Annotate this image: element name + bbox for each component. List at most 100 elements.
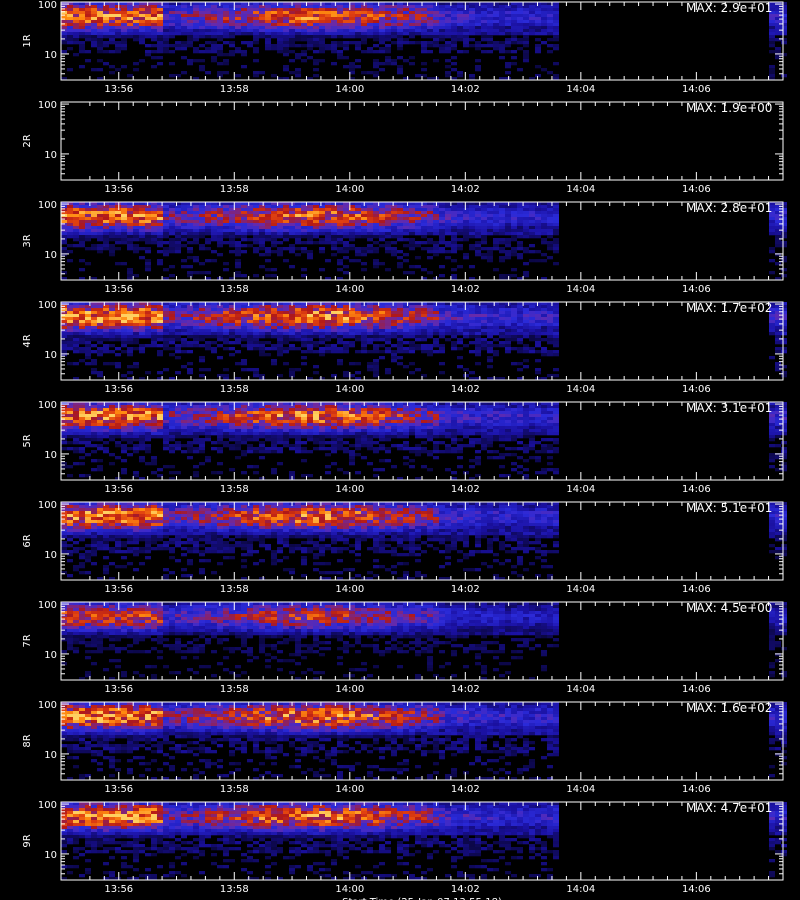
heatmap-cell <box>145 314 151 318</box>
heatmap-cell <box>79 314 85 318</box>
heatmap-cell <box>421 44 427 48</box>
heatmap-cell <box>517 38 523 42</box>
heatmap-cell <box>361 311 367 315</box>
heatmap-cell <box>541 17 547 21</box>
heatmap-cell <box>253 59 259 63</box>
heatmap-cell <box>259 241 265 245</box>
heatmap-cell <box>79 229 85 233</box>
heatmap-cell <box>67 305 73 309</box>
heatmap-cell <box>373 62 379 66</box>
heatmap-cell <box>331 329 337 333</box>
heatmap-cell <box>529 302 535 306</box>
heatmap-cell <box>307 29 313 33</box>
heatmap-cell <box>91 11 97 15</box>
heatmap-cell <box>157 226 163 230</box>
heatmap-cell <box>259 217 265 221</box>
heatmap-cell <box>439 311 445 315</box>
heatmap-cell <box>277 41 283 45</box>
heatmap-cell <box>289 23 295 27</box>
heatmap-cell <box>61 344 67 348</box>
heatmap-cell <box>337 235 343 239</box>
heatmap-cell <box>469 220 475 224</box>
heatmap-cell <box>241 23 247 27</box>
heatmap-cell <box>535 32 541 36</box>
heatmap-cell <box>529 223 535 227</box>
heatmap-cell <box>553 353 559 357</box>
heatmap-cell <box>145 29 151 33</box>
heatmap-cell <box>121 29 127 33</box>
heatmap-cell <box>127 229 133 233</box>
heatmap-cell <box>493 214 499 218</box>
heatmap-cell <box>397 223 403 227</box>
heatmap-cell <box>91 350 97 354</box>
heatmap-cell <box>205 35 211 39</box>
heatmap-cell <box>367 20 373 24</box>
heatmap-cell <box>157 244 163 248</box>
heatmap-cell <box>307 250 313 254</box>
heatmap-cell <box>349 62 355 66</box>
x-ticks <box>89 302 784 380</box>
heatmap-cell <box>421 308 427 312</box>
heatmap-cell <box>511 29 517 33</box>
heatmap-cell <box>355 259 361 263</box>
heatmap-cell <box>337 26 343 30</box>
heatmap-cell <box>781 220 787 224</box>
heatmap-cell <box>325 302 331 306</box>
heatmap-cell <box>523 41 529 45</box>
heatmap-cell <box>199 232 205 236</box>
heatmap-cell <box>229 314 235 318</box>
heatmap-cell <box>457 2 463 6</box>
heatmap-cell <box>463 17 469 21</box>
heatmap-cell <box>397 65 403 69</box>
heatmap-cell <box>235 74 241 78</box>
heatmap-cell <box>235 244 241 248</box>
heatmap-cell <box>469 350 475 354</box>
heatmap-cell <box>487 317 493 321</box>
heatmap-cell <box>445 23 451 27</box>
heatmap-cell <box>481 214 487 218</box>
heatmap-cell <box>553 244 559 248</box>
heatmap-cell <box>121 232 127 236</box>
heatmap-cell <box>379 14 385 18</box>
heatmap-cell <box>331 20 337 24</box>
heatmap-cell <box>391 226 397 230</box>
heatmap-cell <box>169 326 175 330</box>
heatmap-cell <box>169 247 175 251</box>
heatmap-cell <box>283 202 289 206</box>
heatmap-cell <box>283 335 289 339</box>
heatmap-cell <box>493 211 499 215</box>
heatmap-cell <box>79 426 85 430</box>
heatmap-cell <box>427 250 433 254</box>
heatmap-cell <box>445 14 451 18</box>
heatmap-cell <box>121 65 127 69</box>
heatmap-cell <box>229 311 235 315</box>
heatmap-cell <box>97 202 103 206</box>
heatmap-cell <box>769 308 775 312</box>
heatmap-cell <box>79 474 85 478</box>
heatmap-cell <box>337 56 343 60</box>
heatmap-cell <box>265 320 271 324</box>
heatmap-cell <box>187 217 193 221</box>
heatmap-cell <box>307 23 313 27</box>
heatmap-cell <box>499 50 505 54</box>
heatmap-cell <box>355 220 361 224</box>
heatmap-cell <box>361 41 367 45</box>
heatmap-cell <box>379 329 385 333</box>
heatmap-cell <box>553 232 559 236</box>
heatmap-cell <box>511 220 517 224</box>
heatmap-cell <box>505 205 511 209</box>
heatmap-cell <box>133 347 139 351</box>
heatmap-cell <box>337 44 343 48</box>
heatmap-cell <box>289 374 295 378</box>
heatmap-cell <box>301 220 307 224</box>
heatmap-cell <box>439 2 445 6</box>
heatmap-cell <box>367 247 373 251</box>
heatmap-cell <box>493 47 499 51</box>
heatmap-cell <box>157 217 163 221</box>
heatmap-cell <box>265 274 271 278</box>
heatmap-cell <box>103 308 109 312</box>
heatmap-cell <box>127 377 133 381</box>
heatmap-cell <box>169 241 175 245</box>
heatmap-cell <box>217 11 223 15</box>
heatmap-cell <box>451 259 457 263</box>
